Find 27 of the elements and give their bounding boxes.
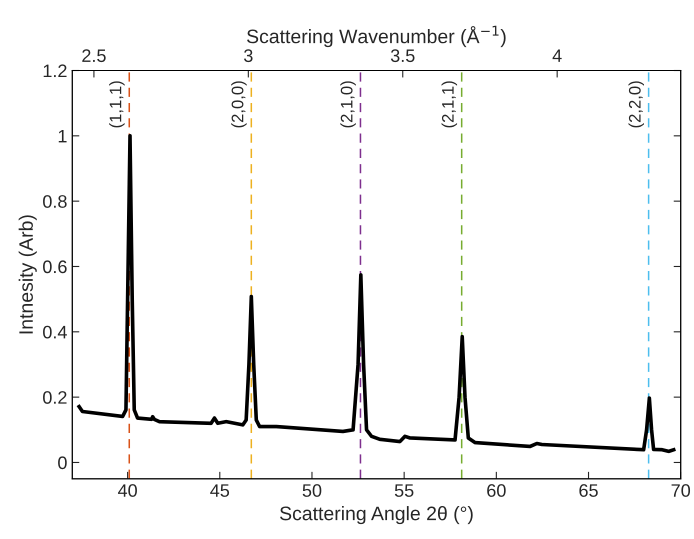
x-tick-label: 60 — [487, 484, 506, 497]
y-tick-label: 1.2 — [44, 64, 67, 78]
y-tick-label: 0.2 — [43, 391, 67, 404]
y-tick-label: 0.6 — [43, 260, 67, 274]
y-tick-label: 1 — [58, 130, 67, 142]
y-tick-label: 0.4 — [43, 326, 67, 339]
x-axis-title: Scattering Angle 2θ (°) — [280, 506, 473, 524]
x2-axis-title: Scattering Wavenumber (Å$^{−1}$) — [247, 26, 506, 48]
x-tick-label: 40 — [118, 484, 137, 497]
line-series — [77, 134, 676, 454]
x2-tick-label: 4 — [552, 49, 562, 62]
ref-line-label: (2,2,0) — [628, 81, 644, 128]
x-tick-label: 70 — [672, 484, 690, 497]
x-tick-label: 50 — [302, 484, 322, 497]
x-tick-label: 55 — [394, 484, 414, 497]
ref-line-label: (2,0,0) — [231, 81, 247, 128]
ref-line-label: (2,1,1) — [442, 81, 458, 128]
x-tick-label: 65 — [579, 484, 598, 497]
x2-tick-label: 3.5 — [390, 49, 415, 62]
x-tick-label: 45 — [210, 484, 230, 497]
x2-tick-label: 3 — [244, 49, 253, 62]
y-axis-title: Intnesity (Arb) — [18, 215, 37, 334]
ref-line-label: (2,1,0) — [340, 81, 356, 128]
y-tick-label: 0.8 — [43, 195, 67, 208]
ref-line-label: (1,1,1) — [109, 81, 125, 128]
y-tick-label: 0 — [58, 456, 67, 470]
x2-tick-label: 2.5 — [82, 49, 106, 62]
